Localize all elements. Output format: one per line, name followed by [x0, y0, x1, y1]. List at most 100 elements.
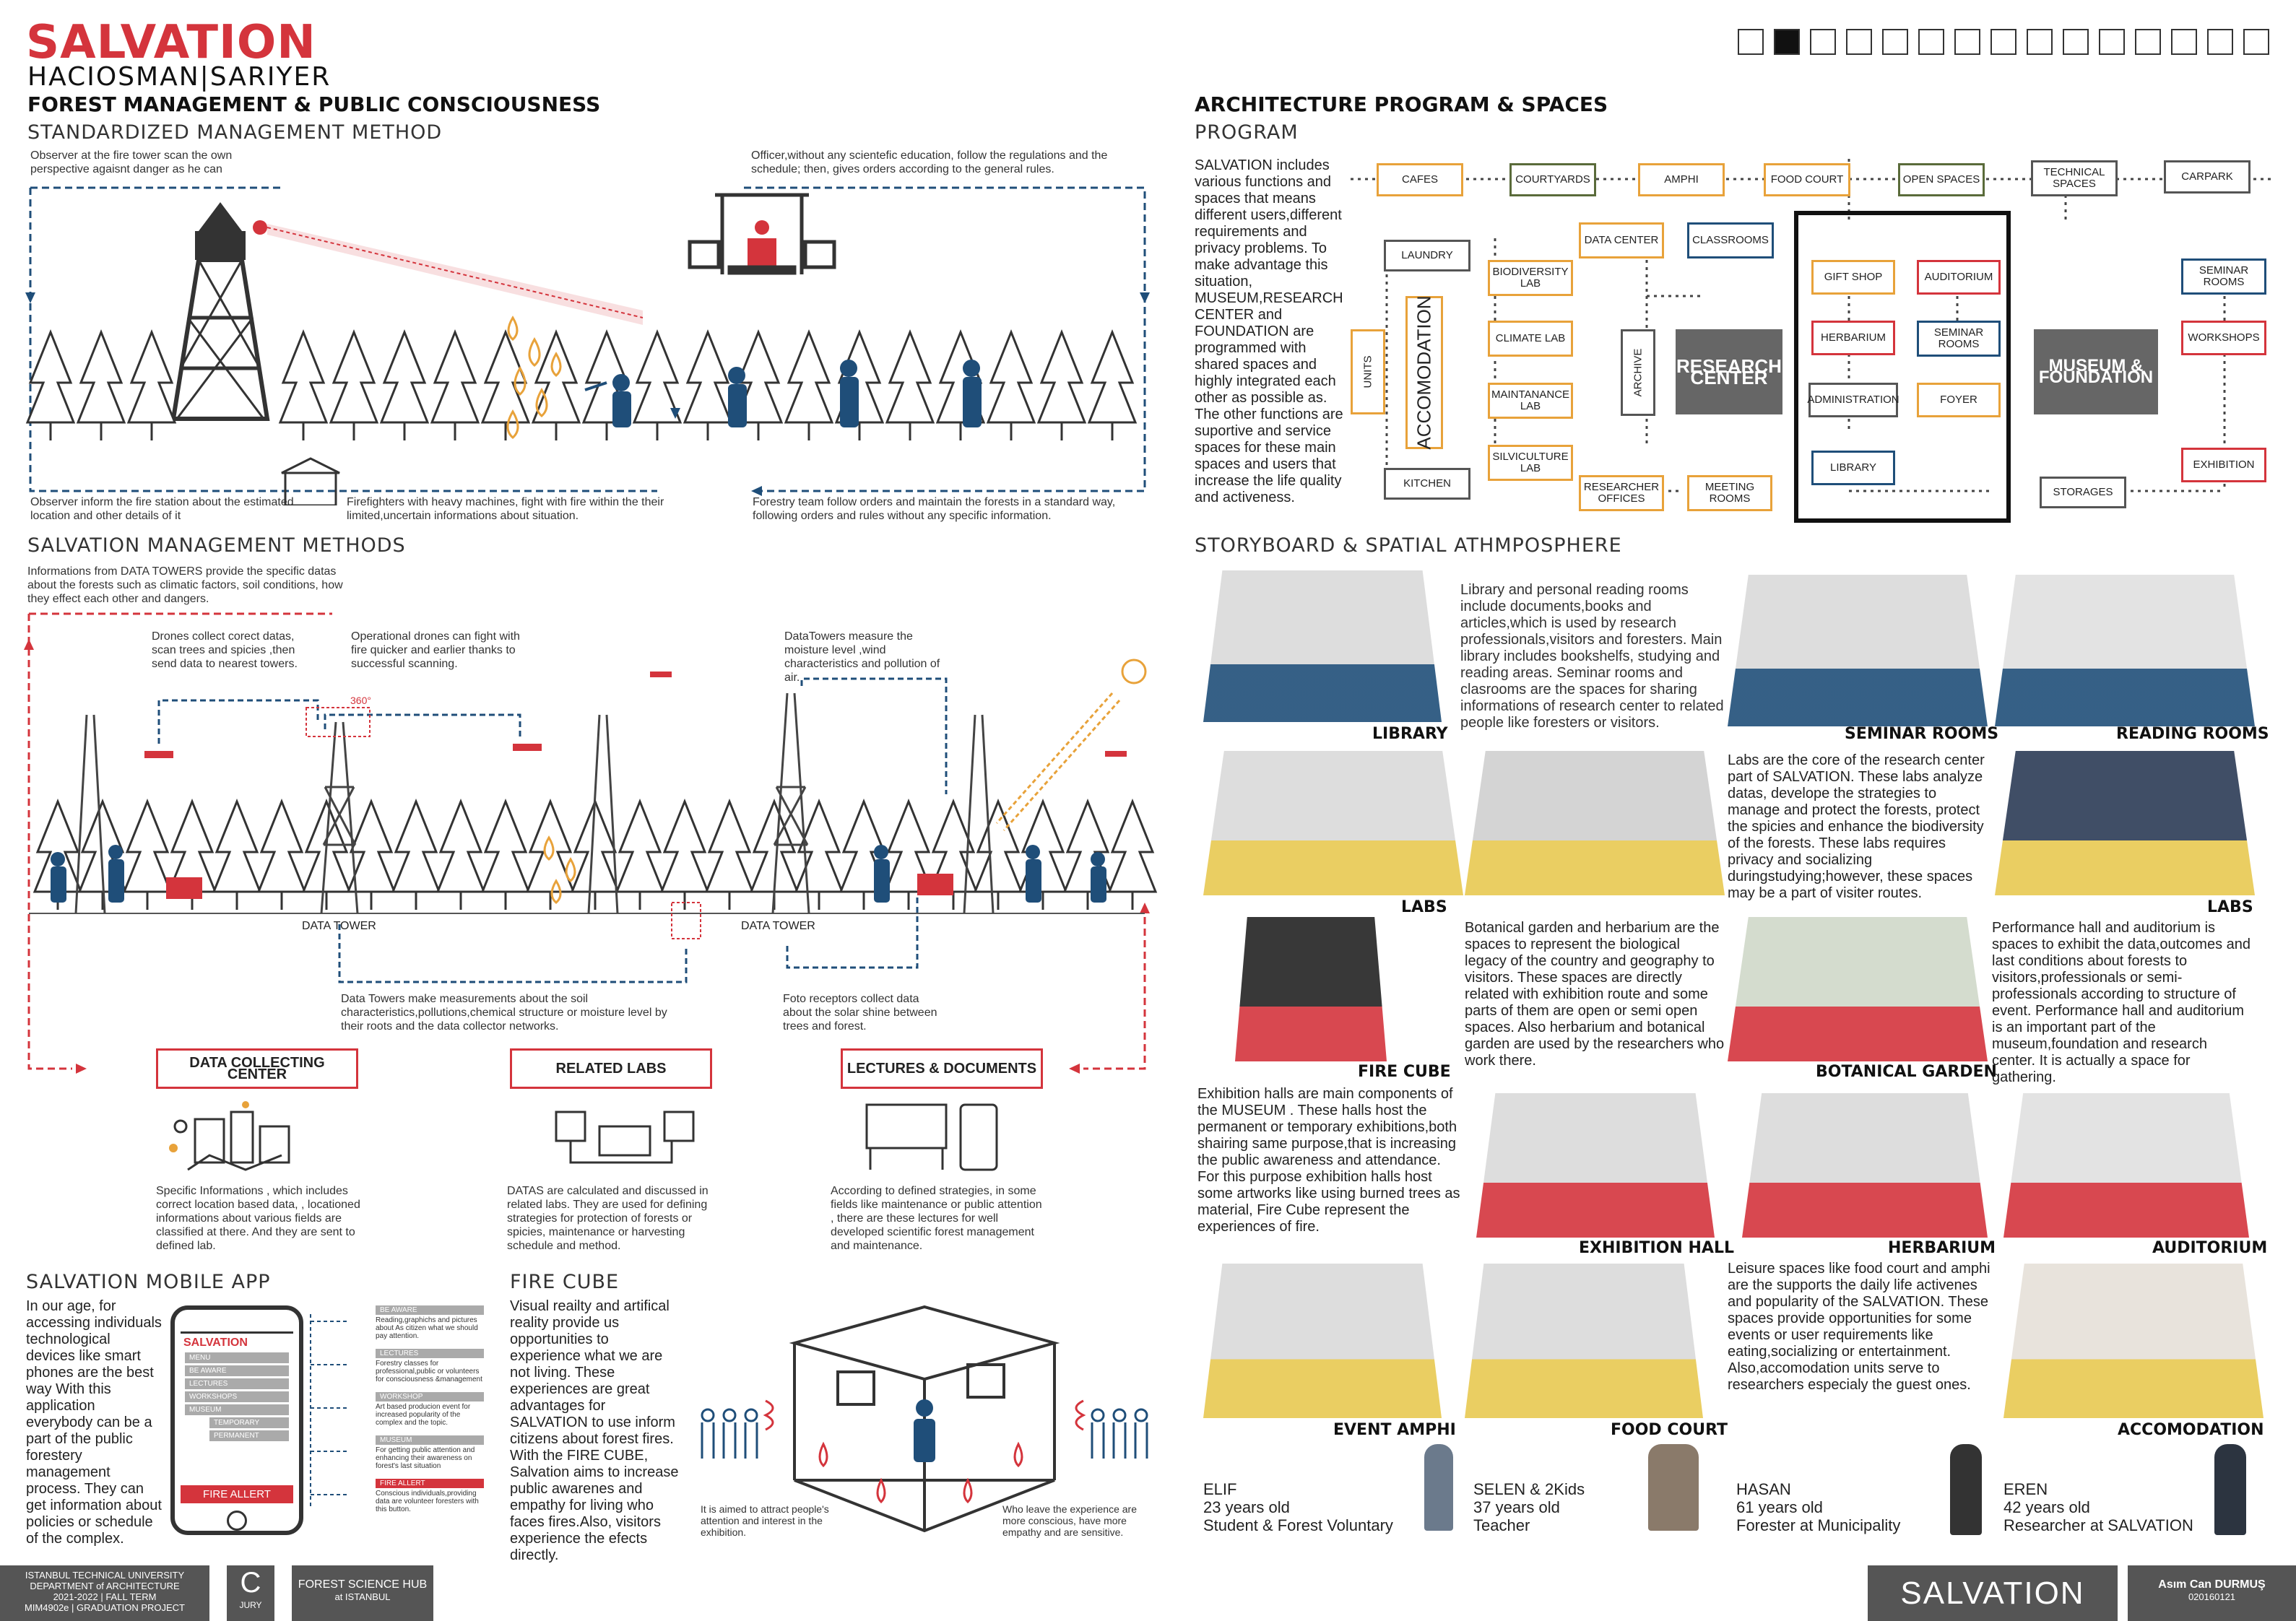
project-title: SALVATION	[26, 16, 316, 69]
page-square[interactable]	[1918, 29, 1944, 55]
labs-image-1	[1203, 751, 1463, 895]
prog-accomodation: ACCOMODATION	[1405, 295, 1443, 450]
methods-datatowers: DataTowers measure the moisture level ,w…	[784, 630, 940, 684]
caption-accomodation: ACCOMODATION	[2118, 1421, 2264, 1439]
food-court-image	[1465, 1264, 1703, 1418]
footer-uni-line: DEPARTMENT of ARCHITECTURE	[30, 1581, 180, 1591]
app-note-text: Reading,graphichs and pictures about As …	[376, 1316, 478, 1340]
tower-badge: 360°	[350, 695, 371, 706]
person-name: EREN	[2003, 1480, 2048, 1498]
prog-courtyards: COURTYARDS	[1509, 163, 1596, 196]
prog-biodiversity-lab: BIODIVERSITY LAB	[1488, 260, 1573, 296]
page-square[interactable]	[1882, 29, 1908, 55]
standard-officer: Officer,without any scientefic education…	[751, 149, 1108, 175]
app-note-title: BE AWARE	[376, 1305, 484, 1315]
person-selen-figure	[1648, 1444, 1699, 1531]
phone-item-be-aware[interactable]: BE AWARE	[185, 1365, 289, 1376]
page-square[interactable]	[2135, 29, 2161, 55]
page-square[interactable]	[1738, 29, 1764, 55]
prog-research-center: RESEARCH CENTER	[1676, 329, 1782, 414]
collect-text: Specific Informations , which includes c…	[156, 1185, 360, 1252]
right-heading: ARCHITECTURE PROGRAM & SPACES	[1195, 92, 1608, 116]
methods-soil: Data Towers make measurements about the …	[341, 993, 667, 1033]
page-square[interactable]	[2207, 29, 2233, 55]
location-subtitle: HACIOSMAN|SARIYER	[27, 62, 332, 92]
footer-author-name: Asım Can DURMUŞ	[2158, 1578, 2266, 1591]
standard-title: STANDARDIZED MANAGEMENT METHOD	[27, 121, 443, 144]
person-elif-figure	[1424, 1444, 1453, 1531]
page-square[interactable]	[1846, 29, 1872, 55]
phone-item-workshops[interactable]: WORKSHOPS	[185, 1391, 289, 1402]
tree-icon	[973, 798, 1023, 893]
person-hasan-figure	[1950, 1444, 1982, 1535]
program-title: PROGRAM	[1195, 121, 1299, 144]
footer-project: SALVATION	[1868, 1565, 2118, 1621]
caption-library: LIBRARY	[1372, 725, 1448, 743]
phone-item-museum[interactable]: MUSEUM	[185, 1404, 289, 1415]
standard-observer-bottom: Observer inform the fire station about t…	[30, 496, 294, 522]
footer-author-id: 020160121	[2188, 1591, 2236, 1602]
labs-text: DATAS are calculated and discussed in re…	[507, 1185, 709, 1252]
caption-labs-1: LABS	[1401, 898, 1447, 916]
app-note-title: LECTURES	[376, 1349, 484, 1358]
footer-uni-line: 2021-2022 | FALL TERM	[53, 1591, 157, 1602]
phone-item-lectures[interactable]: LECTURES	[185, 1378, 289, 1389]
caption-food-court: FOOD COURT	[1611, 1421, 1728, 1439]
standard-observer-top: Observer at the fire tower scan the own …	[30, 149, 233, 175]
app-note-text: Forestry classes for professional,public…	[376, 1360, 482, 1383]
tree-icon	[76, 329, 126, 424]
fire-cube-illustration	[701, 1305, 1148, 1533]
page-square[interactable]	[2099, 29, 2125, 55]
page-square[interactable]	[2171, 29, 2197, 55]
phone-item-temporary[interactable]: TEMPORARY	[209, 1417, 289, 1428]
page-square[interactable]	[2027, 29, 2053, 55]
page-square[interactable]	[1810, 29, 1836, 55]
prog-maintanance-lab: MAINTANANCE LAB	[1488, 383, 1573, 419]
reading-rooms-image	[1995, 575, 2255, 726]
page-square[interactable]	[1774, 29, 1800, 55]
app-note: FIRE ALLERT Conscious individuals,providi…	[376, 1479, 484, 1513]
app-note: LECTURES Forestry classes for professiona…	[376, 1349, 484, 1383]
person-name: SELEN & 2Kids	[1473, 1480, 1585, 1498]
phone-fire-allert-button[interactable]: FIRE ALLERT	[181, 1485, 293, 1503]
footer-jury-letter: C	[240, 1567, 261, 1599]
tree-icon	[256, 798, 307, 893]
tree-icon	[278, 329, 329, 424]
caption-exhibition-hall: EXHIBITION HALL	[1579, 1239, 1734, 1257]
mobile-app-title: SALVATION MOBILE APP	[26, 1271, 271, 1293]
phone-menu[interactable]: MENU	[185, 1352, 289, 1363]
accomodation-image	[2003, 1264, 2263, 1418]
app-note: MUSEUM For getting public attention and e…	[376, 1435, 484, 1470]
app-connector-lines	[310, 1314, 347, 1509]
standard-forestry: Forestry team follow orders and maintain…	[753, 496, 1116, 522]
footer-jury-label: JURY	[239, 1600, 262, 1610]
prog-climate-lab: CLIMATE LAB	[1488, 321, 1573, 357]
tree-icon	[480, 798, 531, 893]
page-square[interactable]	[1954, 29, 1980, 55]
caption-labs-2: LABS	[2207, 898, 2253, 916]
footer-hub: FOREST SCIENCE HUB at ISTANBUL	[292, 1565, 433, 1621]
person-selen: SELEN & 2Kids 37 years old Teacher	[1473, 1480, 1585, 1534]
prog-seminar-rooms-right: SEMINAR ROOMS	[2181, 258, 2266, 295]
herbarium-image	[1742, 1093, 1988, 1238]
phone-screen-title: SALVATION	[183, 1337, 248, 1349]
prog-open-spaces: OPEN SPACES	[1898, 163, 1985, 196]
prog-kitchen: KITCHEN	[1384, 468, 1470, 500]
labs-image-3	[1995, 751, 2255, 895]
caption-event-amphi: EVENT AMPHI	[1333, 1421, 1456, 1439]
phone-home-button[interactable]	[227, 1511, 247, 1531]
prog-data-center: DATA CENTER	[1579, 222, 1664, 258]
tree-icon	[1107, 798, 1158, 893]
standard-firefighters: Firefighters with heavy machines, fight …	[347, 496, 664, 522]
person-eren: EREN 42 years old Researcher at SALVATIO…	[2003, 1480, 2193, 1534]
tree-icon	[615, 798, 665, 893]
page-square[interactable]	[1990, 29, 2016, 55]
tree-icon	[126, 329, 177, 424]
phone-item-permanent[interactable]: PERMANENT	[209, 1430, 289, 1441]
page-square[interactable]	[2063, 29, 2089, 55]
caption-reading-rooms: READING ROOMS	[2116, 725, 2269, 743]
lectures-documents-box: LECTURES & DOCUMENTS	[841, 1048, 1043, 1089]
page-square[interactable]	[2243, 29, 2269, 55]
exhibition-hall-image	[1476, 1093, 1715, 1238]
prog-foyer: FOYER	[1917, 383, 2001, 417]
